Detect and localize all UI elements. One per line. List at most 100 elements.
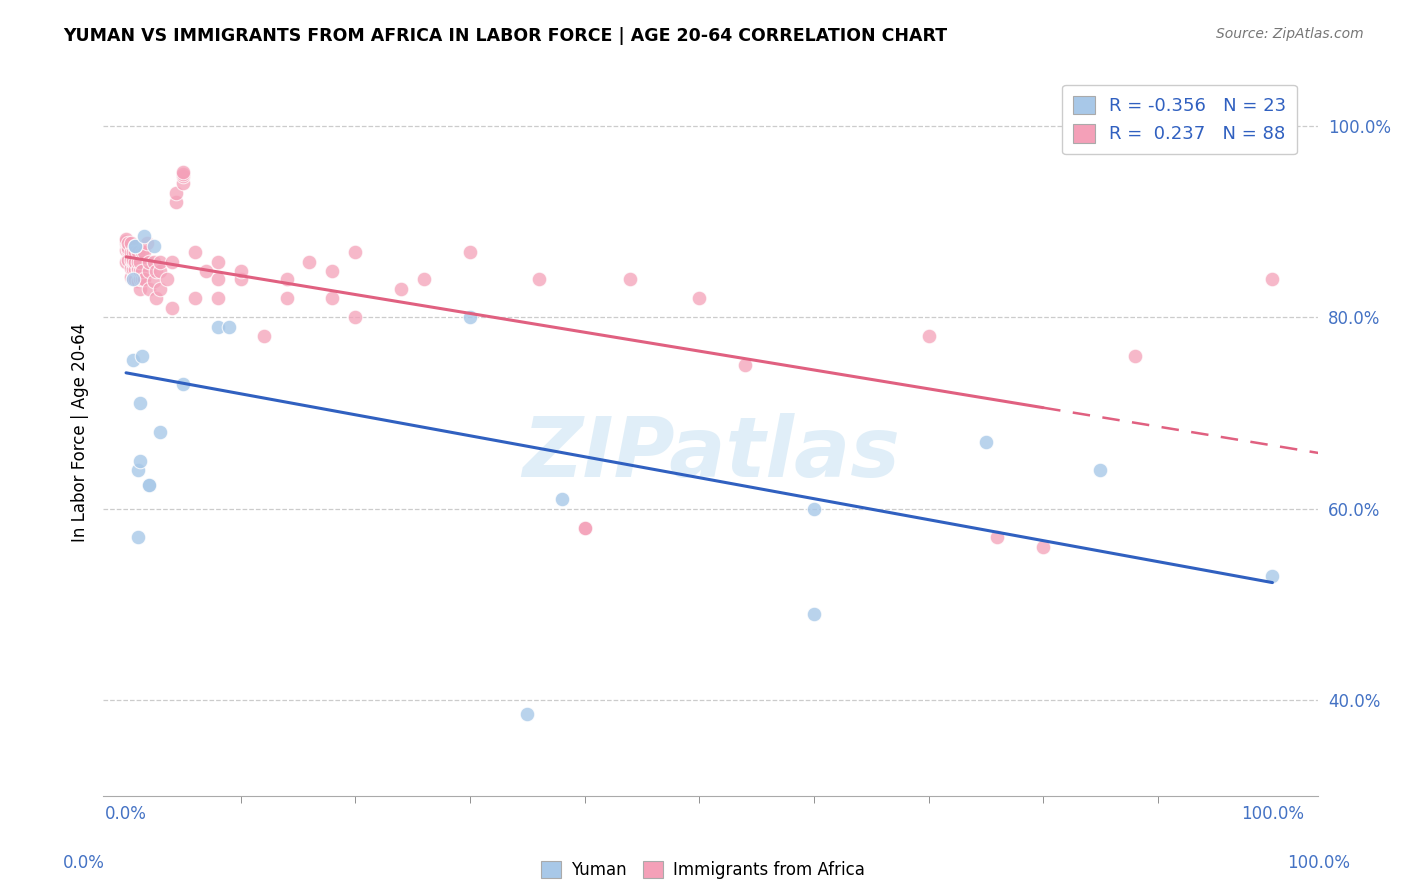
Point <box>117 244 139 258</box>
Point <box>172 167 194 181</box>
Point <box>127 274 149 288</box>
Point <box>145 264 167 278</box>
Point <box>131 349 153 363</box>
Point <box>122 262 145 277</box>
Point <box>117 235 139 250</box>
Point <box>344 310 367 325</box>
Point <box>120 270 142 285</box>
Point <box>120 252 142 267</box>
Point <box>127 245 149 260</box>
Point <box>124 272 146 286</box>
Point <box>128 396 150 410</box>
Point <box>122 353 145 368</box>
Point <box>127 264 149 278</box>
Point <box>149 282 172 296</box>
Point <box>172 377 194 392</box>
Point <box>458 310 481 325</box>
Point <box>127 463 149 477</box>
Point <box>149 425 172 439</box>
Point <box>128 454 150 468</box>
Point <box>344 245 367 260</box>
Point <box>252 329 274 343</box>
Point <box>124 238 146 252</box>
Y-axis label: In Labor Force | Age 20-64: In Labor Force | Age 20-64 <box>72 323 89 541</box>
Point <box>122 252 145 267</box>
Point <box>127 262 149 277</box>
Point <box>1261 272 1284 286</box>
Point <box>1123 349 1146 363</box>
Point <box>138 477 160 491</box>
Point <box>917 329 939 343</box>
Point <box>149 264 172 278</box>
Point <box>142 238 165 252</box>
Point <box>166 195 188 210</box>
Point <box>1032 540 1054 554</box>
Point <box>145 291 167 305</box>
Point <box>124 238 146 252</box>
Point <box>138 282 160 296</box>
Point <box>172 169 194 183</box>
Legend: R = -0.356   N = 23, R =  0.237   N = 88: R = -0.356 N = 23, R = 0.237 N = 88 <box>1062 85 1298 154</box>
Point <box>734 358 756 372</box>
Text: 100.0%: 100.0% <box>1286 855 1350 872</box>
Point <box>128 255 150 269</box>
Point <box>276 291 298 305</box>
Point <box>688 291 710 305</box>
Point <box>122 272 145 286</box>
Point <box>550 492 572 507</box>
Point <box>172 165 194 179</box>
Point <box>122 255 145 269</box>
Point <box>986 530 1008 544</box>
Point <box>120 260 142 275</box>
Point <box>115 234 138 248</box>
Point <box>128 272 150 286</box>
Point <box>516 707 538 722</box>
Point <box>156 272 179 286</box>
Point <box>115 232 138 246</box>
Point <box>195 264 218 278</box>
Point <box>803 501 825 516</box>
Point <box>134 272 156 286</box>
Point <box>115 244 138 258</box>
Legend: Yuman, Immigrants from Africa: Yuman, Immigrants from Africa <box>536 855 870 884</box>
Point <box>124 262 146 277</box>
Point <box>298 255 321 269</box>
Point <box>619 272 641 286</box>
Point <box>142 274 165 288</box>
Point <box>138 264 160 278</box>
Point <box>131 245 153 260</box>
Point <box>122 272 145 286</box>
Point <box>527 272 550 286</box>
Point <box>229 272 252 286</box>
Point <box>160 255 183 269</box>
Text: YUMAN VS IMMIGRANTS FROM AFRICA IN LABOR FORCE | AGE 20-64 CORRELATION CHART: YUMAN VS IMMIGRANTS FROM AFRICA IN LABOR… <box>63 27 948 45</box>
Point <box>229 264 252 278</box>
Point <box>321 291 343 305</box>
Point <box>124 245 146 260</box>
Point <box>413 272 436 286</box>
Point <box>122 245 145 260</box>
Point <box>207 255 229 269</box>
Point <box>120 235 142 250</box>
Point <box>166 186 188 200</box>
Point <box>574 521 596 535</box>
Point <box>131 272 153 286</box>
Point <box>574 521 596 535</box>
Point <box>127 530 149 544</box>
Point <box>389 282 412 296</box>
Point <box>138 255 160 269</box>
Point <box>124 255 146 269</box>
Point <box>160 301 183 315</box>
Point <box>974 434 997 449</box>
Point <box>120 245 142 260</box>
Point <box>1090 463 1112 477</box>
Text: ZIPatlas: ZIPatlas <box>522 414 900 494</box>
Point <box>184 245 207 260</box>
Point <box>128 282 150 296</box>
Point <box>115 235 138 250</box>
Point <box>128 264 150 278</box>
Point <box>207 272 229 286</box>
Point <box>1261 568 1284 582</box>
Text: 0.0%: 0.0% <box>63 855 105 872</box>
Point <box>134 245 156 260</box>
